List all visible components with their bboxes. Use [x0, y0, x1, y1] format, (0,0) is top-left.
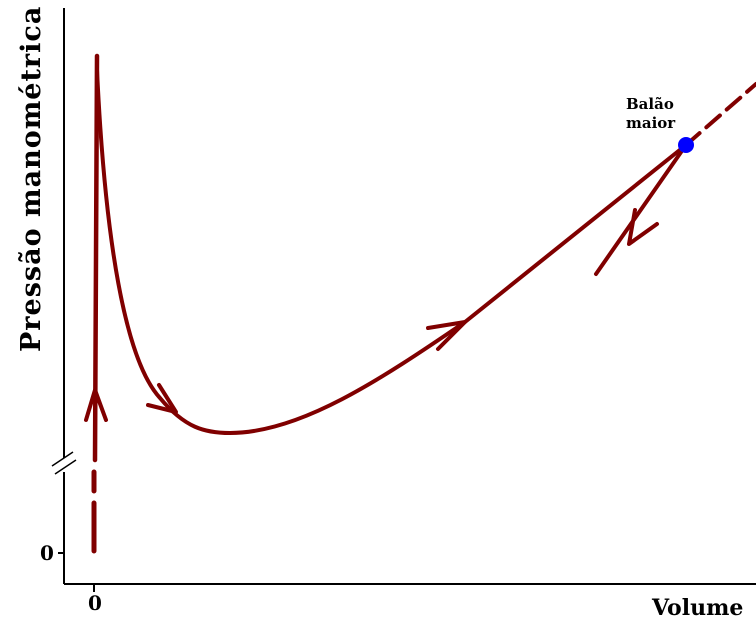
y-axis-break-mark-2 — [54, 459, 77, 475]
y-axis-label: Pressão manométrica — [16, 6, 47, 352]
y-tick-label-zero: 0 — [40, 541, 54, 565]
balloon-label-line1: Balão — [626, 95, 674, 113]
curve-dashed-continuation — [684, 82, 756, 147]
balloon-larger-point — [678, 137, 694, 153]
curve-main — [95, 68, 688, 435]
arrow-return — [627, 208, 659, 246]
arrow-ascent — [426, 320, 467, 351]
curve-return-branch — [594, 143, 688, 276]
arrow-descent — [146, 383, 178, 414]
y-axis-break-mark-1 — [51, 451, 74, 467]
x-axis-label: Volume — [651, 595, 743, 621]
arrow-initial-rise — [84, 388, 108, 422]
balloon-label-line2: maior — [626, 114, 676, 132]
x-tick-label-zero: 0 — [88, 591, 102, 615]
